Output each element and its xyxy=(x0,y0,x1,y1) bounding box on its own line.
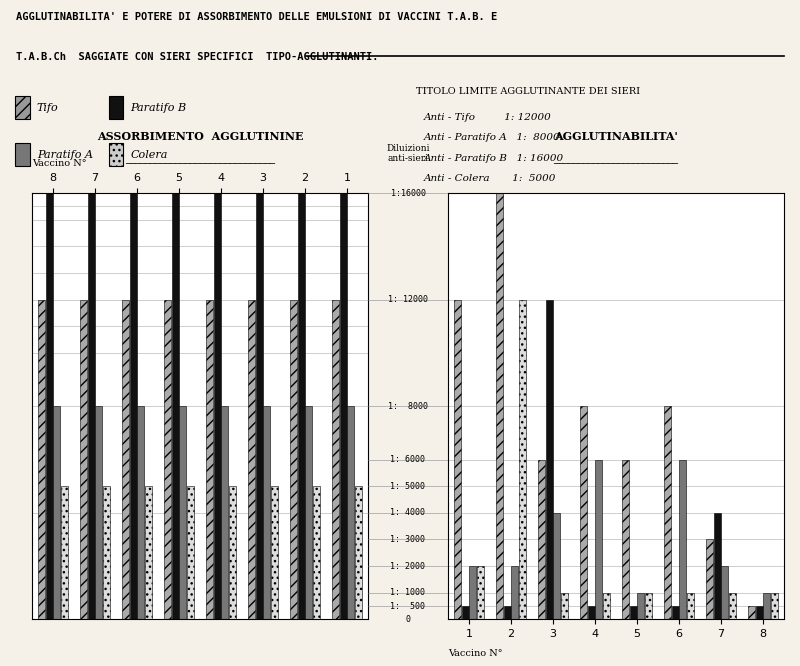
Bar xyxy=(186,486,194,619)
Bar xyxy=(729,593,736,619)
Bar xyxy=(756,606,763,619)
Text: ASSORBIMENTO  AGGLUTININE: ASSORBIMENTO AGGLUTININE xyxy=(97,131,303,142)
FancyBboxPatch shape xyxy=(15,96,30,119)
Text: 1:  8000: 1: 8000 xyxy=(388,402,428,411)
Text: 1:  500: 1: 500 xyxy=(390,601,426,611)
Bar xyxy=(179,406,186,619)
Bar xyxy=(511,566,518,619)
Text: AGGLUTINABILITA' E POTERE DI ASSORBIMENTO DELLE EMULSIONI DI VACCINI T.A.B. E: AGGLUTINABILITA' E POTERE DI ASSORBIMENT… xyxy=(16,12,497,22)
Bar xyxy=(454,300,462,619)
Bar xyxy=(305,406,312,619)
Bar xyxy=(763,593,770,619)
Bar xyxy=(462,606,469,619)
Bar xyxy=(602,593,610,619)
Bar xyxy=(229,486,236,619)
Bar xyxy=(477,566,484,619)
Bar xyxy=(504,606,511,619)
Bar xyxy=(53,406,60,619)
Bar xyxy=(706,539,714,619)
Bar xyxy=(637,593,644,619)
Bar xyxy=(130,193,137,619)
Bar xyxy=(256,193,263,619)
Bar xyxy=(679,460,686,619)
Bar xyxy=(748,606,755,619)
Text: Colera: Colera xyxy=(130,150,168,160)
Bar xyxy=(580,406,587,619)
Bar xyxy=(546,300,553,619)
Text: 1: 1000: 1: 1000 xyxy=(390,588,426,597)
Text: Anti - Paratifo B   1: 16000: Anti - Paratifo B 1: 16000 xyxy=(423,154,564,163)
Bar xyxy=(347,406,354,619)
Bar xyxy=(80,300,87,619)
Bar xyxy=(214,193,221,619)
Bar xyxy=(61,486,68,619)
Bar xyxy=(102,486,110,619)
Bar xyxy=(340,193,347,619)
Bar xyxy=(313,486,320,619)
FancyBboxPatch shape xyxy=(109,96,123,119)
Text: Diluizioni
anti-sieri: Diluizioni anti-sieri xyxy=(386,144,430,163)
Bar xyxy=(263,406,270,619)
Bar xyxy=(95,406,102,619)
Text: 1:16000: 1:16000 xyxy=(390,188,426,198)
Bar xyxy=(221,406,228,619)
Text: 1: 6000: 1: 6000 xyxy=(390,455,426,464)
Text: 0: 0 xyxy=(406,615,410,624)
Bar xyxy=(469,566,476,619)
Bar xyxy=(561,593,568,619)
Bar xyxy=(46,193,53,619)
Text: AGGLUTINABILITA': AGGLUTINABILITA' xyxy=(554,131,678,142)
Text: Paratifo A: Paratifo A xyxy=(37,150,93,160)
Text: 1: 12000: 1: 12000 xyxy=(388,295,428,304)
Bar xyxy=(645,593,652,619)
Bar xyxy=(664,406,671,619)
Bar xyxy=(721,566,728,619)
Bar xyxy=(714,513,721,619)
Bar xyxy=(538,460,546,619)
Bar xyxy=(164,300,171,619)
Bar xyxy=(332,300,339,619)
Bar xyxy=(630,606,637,619)
Text: Paratifo B: Paratifo B xyxy=(130,103,186,113)
Text: Vaccino N°: Vaccino N° xyxy=(448,649,502,658)
Text: 1: 2000: 1: 2000 xyxy=(390,561,426,571)
Bar xyxy=(518,300,526,619)
FancyBboxPatch shape xyxy=(109,143,123,166)
Text: TITOLO LIMITE AGGLUTINANTE DEI SIERI: TITOLO LIMITE AGGLUTINANTE DEI SIERI xyxy=(416,87,640,96)
Text: Anti - Paratifo A   1:  8000: Anti - Paratifo A 1: 8000 xyxy=(423,133,560,143)
Bar xyxy=(270,486,278,619)
Bar xyxy=(290,300,298,619)
Bar xyxy=(595,460,602,619)
Text: 1: 4000: 1: 4000 xyxy=(390,508,426,517)
Text: T.A.B.Ch  SAGGIATE CON SIERI SPECIFICI  TIPO-AGGLUTINANTI.: T.A.B.Ch SAGGIATE CON SIERI SPECIFICI TI… xyxy=(16,52,378,62)
Text: Anti - Colera       1:  5000: Anti - Colera 1: 5000 xyxy=(423,174,556,183)
Text: 1: 5000: 1: 5000 xyxy=(390,482,426,491)
Bar xyxy=(206,300,214,619)
Bar xyxy=(496,193,503,619)
Bar xyxy=(588,606,595,619)
Text: ──────────────────────────────: ────────────────────────────── xyxy=(125,159,275,168)
Bar xyxy=(122,300,130,619)
FancyBboxPatch shape xyxy=(15,143,30,166)
Bar xyxy=(172,193,179,619)
Bar xyxy=(553,513,560,619)
Bar xyxy=(137,406,144,619)
Text: Tifo: Tifo xyxy=(37,103,58,113)
Bar xyxy=(88,193,95,619)
Bar xyxy=(38,300,46,619)
Text: 1: 3000: 1: 3000 xyxy=(390,535,426,544)
Text: Anti - Tifo         1: 12000: Anti - Tifo 1: 12000 xyxy=(423,113,551,122)
Text: Vaccino N°: Vaccino N° xyxy=(32,159,86,168)
Bar xyxy=(622,460,630,619)
Bar xyxy=(248,300,255,619)
Bar xyxy=(672,606,679,619)
Bar xyxy=(354,486,362,619)
Bar xyxy=(770,593,778,619)
Text: ─────────────────────────: ───────────────────────── xyxy=(554,159,678,168)
Bar xyxy=(298,193,305,619)
Bar xyxy=(145,486,152,619)
Bar xyxy=(686,593,694,619)
